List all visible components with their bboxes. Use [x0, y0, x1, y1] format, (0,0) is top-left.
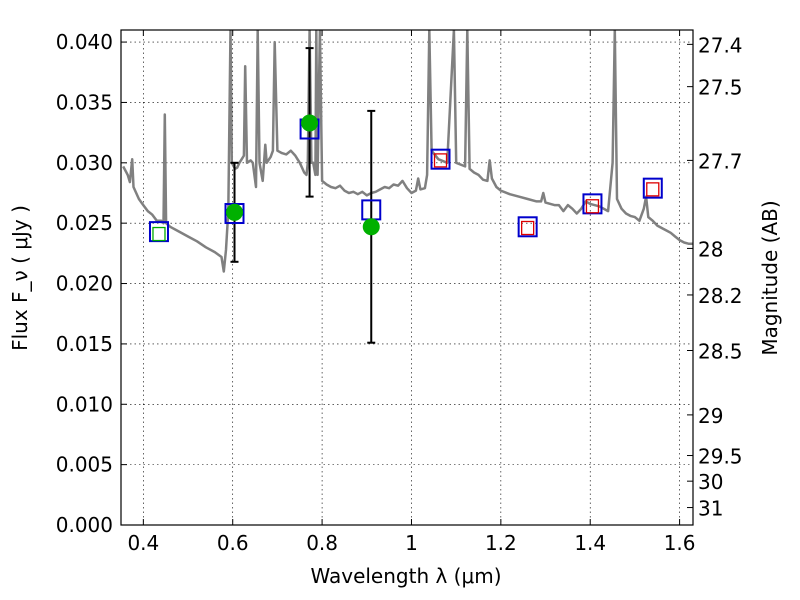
markers: [148, 114, 663, 243]
right-tick-label: 29.5: [698, 445, 743, 469]
observed-point-marker: [362, 218, 380, 236]
right-tick-label: 27.7: [698, 149, 743, 173]
x-tick-label: 0.6: [217, 531, 249, 555]
inner-square-marker: [646, 182, 660, 197]
x-axis-title: Wavelength λ (μm): [310, 564, 501, 588]
right-tick-label: 31: [698, 497, 723, 521]
right-tick-label: 28.2: [698, 284, 743, 308]
plot-frame: [120, 29, 694, 526]
y-tick-label: 0.035: [56, 90, 113, 114]
inner-square-marker: [585, 199, 600, 214]
model-square-marker: [517, 216, 538, 238]
y-tick-label: 0.030: [56, 151, 113, 175]
x-tick-label: 0.8: [306, 531, 338, 555]
x-tick-label: 1: [405, 531, 418, 555]
x-tick-label: 1.6: [664, 531, 696, 555]
spectrum-path: [122, 30, 693, 273]
right-axis-title: Magnitude (AB): [758, 200, 782, 355]
y-tick-label: 0.020: [56, 272, 113, 296]
right-tick-label: 29: [698, 404, 723, 428]
tick-labels: 0.4 0.6 0.8 1 1.2 1.4 1.6 0.000 0.005 0.010 0.015 0…: [56, 30, 743, 555]
right-tick-label: 30: [698, 470, 723, 494]
x-tick-label: 1.2: [485, 531, 517, 555]
y-tick-label: 0.025: [56, 211, 113, 235]
x-tick-label: 0.4: [127, 531, 159, 555]
y-tick-label: 0.015: [56, 332, 113, 356]
grid-lines: [121, 30, 693, 526]
right-tick-label: 27.5: [698, 76, 743, 100]
inner-square-marker: [521, 220, 535, 236]
y-tick-label: 0.010: [56, 392, 113, 416]
y-tick-label: 0.040: [56, 30, 113, 54]
right-tick-label: 28.5: [698, 339, 743, 363]
x-tick-label: 1.4: [574, 531, 606, 555]
y-axis-title: Flux F_ν ( μJy ): [8, 205, 32, 351]
spectrum-line: [122, 30, 693, 273]
axis-ticks: [121, 30, 693, 526]
inner-square-marker: [433, 153, 448, 168]
observed-point-marker: [301, 114, 319, 132]
inner-square-marker: [152, 226, 166, 242]
observed-point-marker: [226, 203, 244, 221]
y-tick-label: 0.005: [56, 453, 113, 477]
right-tick-label: 27.4: [698, 33, 743, 57]
y-tick-label: 0.000: [56, 513, 113, 537]
model-square-marker: [430, 148, 451, 170]
error-bars: [230, 47, 376, 344]
model-square-marker: [642, 177, 663, 199]
right-tick-label: 28: [698, 237, 723, 261]
